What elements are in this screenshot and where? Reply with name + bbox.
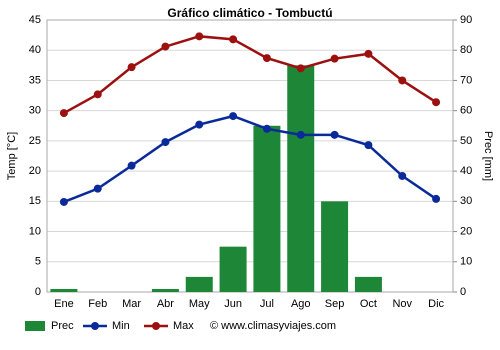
point xyxy=(59,197,68,206)
y-tick-label: 45 xyxy=(29,14,41,26)
y-tick-label: 30 xyxy=(29,105,41,117)
y2-tick-label: 70 xyxy=(460,74,472,86)
point xyxy=(262,54,271,63)
plot-frame xyxy=(46,19,454,293)
point xyxy=(59,109,68,118)
y2-tick-label: 20 xyxy=(460,225,472,237)
y2-tick-label: 80 xyxy=(460,44,472,56)
watermark: © www.climasyviajes.com xyxy=(210,320,336,332)
x-tick-label: Jun xyxy=(224,298,242,310)
point xyxy=(330,130,339,139)
point xyxy=(398,76,407,85)
bar xyxy=(253,125,281,293)
point xyxy=(161,42,170,51)
point xyxy=(93,184,102,193)
bar xyxy=(185,276,213,292)
y-tick-label: 25 xyxy=(29,135,41,147)
point xyxy=(127,63,136,72)
y-tick-label: 10 xyxy=(29,225,41,237)
line xyxy=(63,114,437,204)
y2-tick-label: 90 xyxy=(460,14,472,26)
point xyxy=(432,98,441,107)
point xyxy=(93,90,102,99)
bar xyxy=(50,288,78,292)
y2-tick-label: 60 xyxy=(460,105,472,117)
bar xyxy=(219,246,247,292)
x-tick-label: Abr xyxy=(157,298,174,310)
x-tick-label: Jul xyxy=(260,298,274,310)
point xyxy=(432,194,441,203)
point xyxy=(229,112,238,121)
point xyxy=(296,130,305,139)
x-tick-label: Oct xyxy=(360,298,377,310)
point xyxy=(161,138,170,147)
bar xyxy=(354,276,382,292)
point xyxy=(364,49,373,58)
y2-tick-label: 50 xyxy=(460,135,472,147)
x-tick-label: Sep xyxy=(325,298,345,310)
point xyxy=(330,54,339,63)
chart-title: Gráfico climático - Tombuctú xyxy=(167,6,332,20)
legend-label: Prec xyxy=(51,320,74,332)
legend-swatch xyxy=(25,321,45,331)
point xyxy=(195,32,204,41)
point xyxy=(398,171,407,180)
bar xyxy=(287,65,315,292)
x-tick-label: Dic xyxy=(428,298,444,310)
line xyxy=(63,35,437,115)
x-tick-label: Feb xyxy=(88,298,107,310)
legend-label: Min xyxy=(112,320,130,332)
y2-tick-label: 40 xyxy=(460,165,472,177)
point xyxy=(127,161,136,170)
y2-tick-label: 0 xyxy=(460,286,466,298)
y2-tick-label: 30 xyxy=(460,195,472,207)
y-tick-label: 5 xyxy=(35,256,41,268)
y-tick-label: 0 xyxy=(35,286,41,298)
bar xyxy=(321,201,349,292)
point xyxy=(229,35,238,44)
x-tick-label: Mar xyxy=(122,298,141,310)
y-axis-label: Temp [°C] xyxy=(6,132,18,180)
x-tick-label: Nov xyxy=(392,298,412,310)
legend-label: Max xyxy=(173,320,194,332)
bar xyxy=(151,288,179,292)
point xyxy=(262,124,271,133)
x-tick-label: Ago xyxy=(291,298,311,310)
point xyxy=(364,141,373,150)
x-tick-label: May xyxy=(189,298,210,310)
y-tick-label: 35 xyxy=(29,74,41,86)
point xyxy=(296,64,305,73)
y-tick-label: 15 xyxy=(29,195,41,207)
legend-swatch xyxy=(91,322,99,330)
y-tick-label: 20 xyxy=(29,165,41,177)
y2-axis-label: Prec [mm] xyxy=(482,131,494,181)
point xyxy=(195,120,204,129)
legend-swatch xyxy=(152,322,160,330)
y2-tick-label: 10 xyxy=(460,256,472,268)
y-tick-label: 40 xyxy=(29,44,41,56)
x-tick-label: Ene xyxy=(54,298,74,310)
